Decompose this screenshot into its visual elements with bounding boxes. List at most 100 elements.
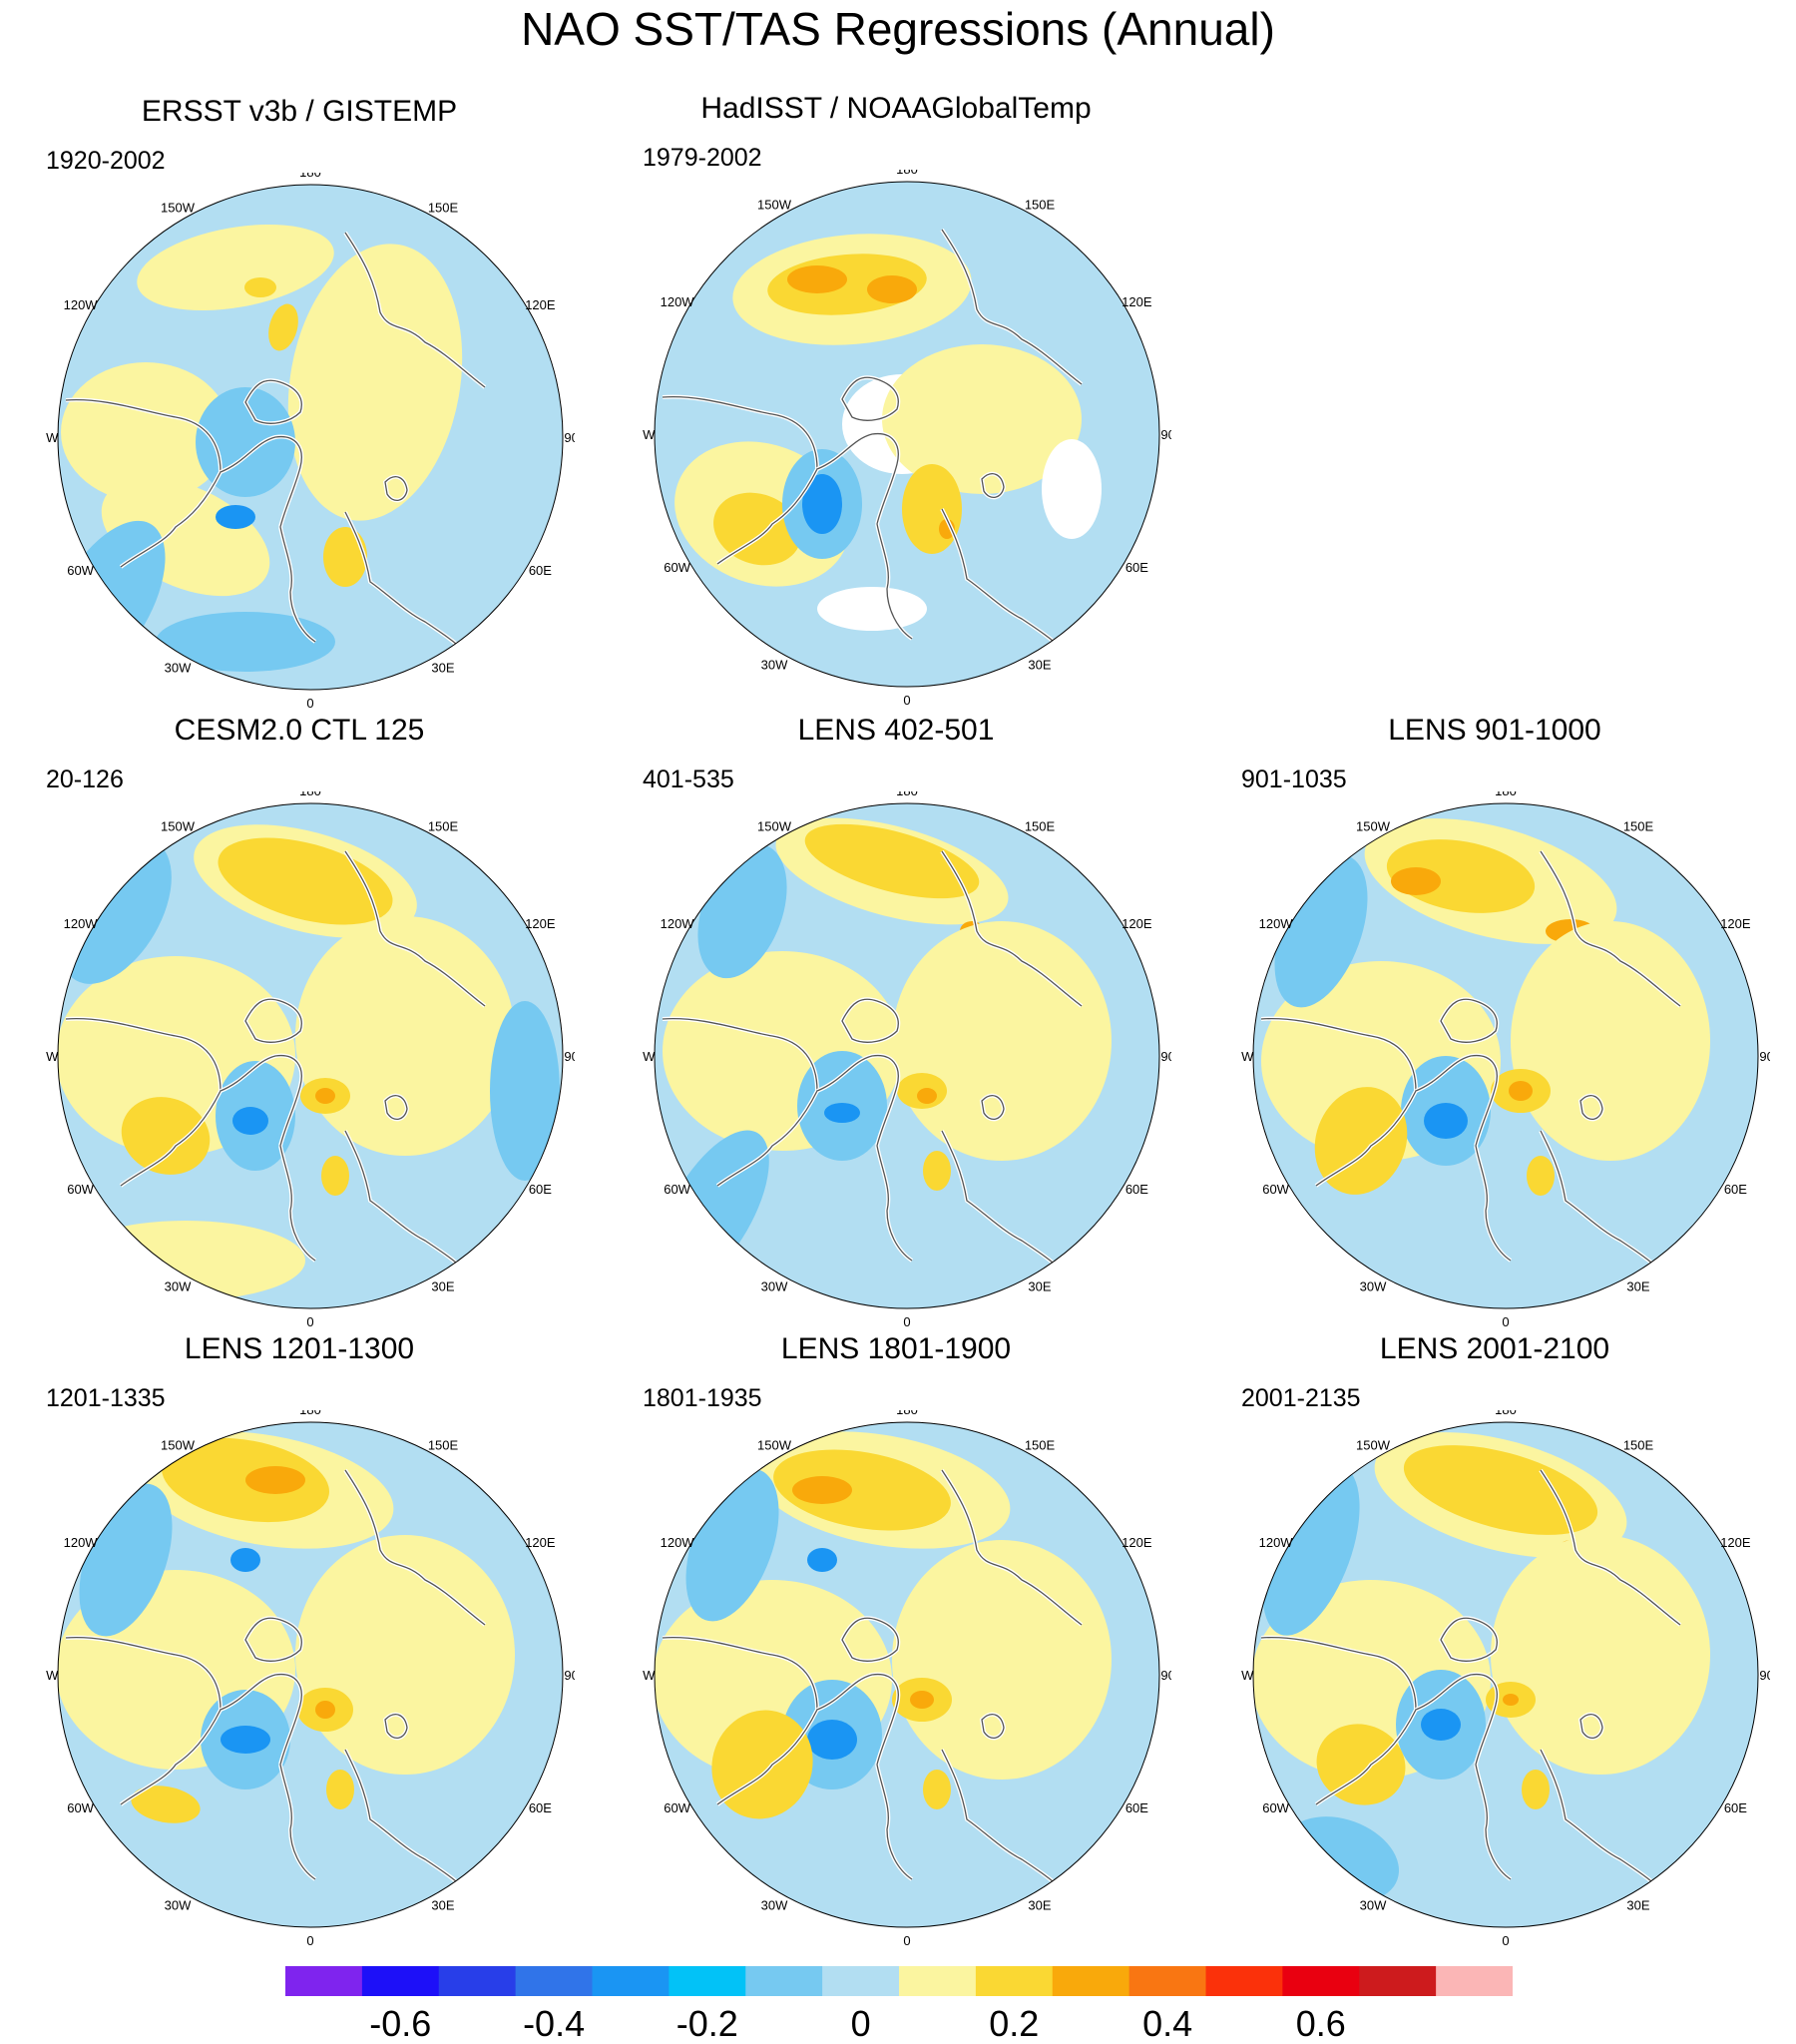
coastline xyxy=(941,1469,1083,1626)
longitude-label: 60E xyxy=(1125,560,1148,575)
contour-region xyxy=(817,587,927,631)
colorbar-swatch xyxy=(361,1966,440,1996)
contour-region xyxy=(1262,1464,1360,1636)
longitude-label: 180 xyxy=(299,1410,321,1417)
map-boundary xyxy=(57,802,564,1309)
coastline xyxy=(876,1764,913,1880)
polar-map: 180 150E 120E 90E 60E 30E 0 30W 60W 90W 120W 150W xyxy=(46,791,575,1329)
contour-region xyxy=(315,1088,335,1104)
map-boundary xyxy=(654,802,1160,1309)
coastline xyxy=(1540,850,1681,1007)
contour-region xyxy=(892,1540,1112,1780)
longitude-label: 150E xyxy=(1025,819,1056,834)
contour-region xyxy=(326,1770,354,1809)
contour-region xyxy=(910,1691,934,1709)
longitude-label: 60W xyxy=(67,563,94,578)
longitude-label: 60W xyxy=(664,1800,690,1815)
coastline xyxy=(1475,1764,1512,1880)
longitude-label: 150W xyxy=(161,201,196,216)
main-title: NAO SST/TAS Regressions (Annual) xyxy=(521,3,1275,55)
longitude-label: 180 xyxy=(896,1410,918,1417)
longitude-label: 90W xyxy=(46,430,59,445)
longitude-label: 60W xyxy=(1262,1800,1289,1815)
longitude-label: 30W xyxy=(761,657,788,672)
coastline xyxy=(1440,998,1498,1043)
contour-region xyxy=(221,1726,270,1754)
panel-period: 20-126 xyxy=(46,766,124,793)
longitude-label: 30W xyxy=(165,1897,192,1912)
coastline xyxy=(1475,1145,1512,1262)
coastline xyxy=(384,1714,408,1739)
longitude-label: 30E xyxy=(431,1278,454,1293)
contour-region xyxy=(1314,1087,1408,1195)
panel-title: ERSST v3b / GISTEMP xyxy=(141,95,458,128)
longitude-label: 150E xyxy=(1623,819,1654,834)
longitude-label: 30E xyxy=(1028,657,1051,672)
panel-title: LENS 1801-1900 xyxy=(780,1332,1012,1365)
map-panel: LENS 901-1000 901-1035 180 150E 120E 90E 60E… xyxy=(1195,714,1770,1329)
longitude-label: 60W xyxy=(67,1182,94,1197)
longitude-label: 90W xyxy=(46,1668,59,1683)
longitude-label: 150W xyxy=(757,1438,792,1453)
colorbar-label: -0.6 xyxy=(369,2003,431,2044)
coastline xyxy=(876,1145,913,1262)
contour-region xyxy=(1316,1724,1406,1805)
contour-region xyxy=(61,362,230,502)
coastline xyxy=(344,1130,466,1272)
map-boundary xyxy=(57,1421,564,1928)
coastline xyxy=(941,229,1083,385)
longitude-label: 60E xyxy=(1125,1182,1148,1197)
panel-title: HadISST / NOAAGlobalTemp xyxy=(700,92,1092,125)
longitude-label: 180 xyxy=(299,173,321,180)
contour-region xyxy=(1424,1103,1468,1139)
contour-region xyxy=(1509,1081,1533,1101)
contour-region xyxy=(787,265,847,293)
longitude-label: 90E xyxy=(1160,1668,1171,1683)
polar-map: 180 150E 120E 90E 60E 30E 0 30W 60W 90W 120W 150W xyxy=(643,791,1171,1329)
contour-region xyxy=(1503,1694,1519,1706)
longitude-label: 150E xyxy=(428,819,459,834)
coastline xyxy=(1540,1469,1681,1626)
coastline xyxy=(841,998,899,1043)
coastline xyxy=(1415,1054,1498,1147)
contour-region xyxy=(1491,1535,1710,1775)
coastline xyxy=(220,1673,302,1766)
longitude-label: 150E xyxy=(1025,198,1056,213)
longitude-label: 90E xyxy=(1759,1668,1770,1683)
contour-region xyxy=(268,303,298,351)
longitude-label: 60E xyxy=(529,1800,552,1815)
colorbar-swatch xyxy=(1282,1966,1360,1996)
longitude-label: 150E xyxy=(1025,1438,1056,1453)
panel-period: 1979-2002 xyxy=(643,144,762,172)
longitude-label: 150W xyxy=(161,1438,196,1453)
longitude-label: 30E xyxy=(1626,1897,1649,1912)
map-panel: LENS 402-501 401-535 180 150E 120E 90E 60E 30… xyxy=(597,714,1171,1329)
contour-region xyxy=(287,244,463,521)
longitude-label: 30E xyxy=(1028,1278,1051,1293)
contour-region xyxy=(867,275,917,303)
longitude-label: 150W xyxy=(1356,1438,1391,1453)
coastline xyxy=(344,850,486,1007)
longitude-label: 90W xyxy=(643,427,656,442)
longitude-label: 90E xyxy=(1160,427,1171,442)
contour-region xyxy=(807,1720,857,1760)
coastline xyxy=(1260,1636,1417,1805)
colorbar-label: 0.6 xyxy=(1296,2003,1346,2044)
longitude-label: 150E xyxy=(428,201,459,216)
coastline xyxy=(244,1617,302,1662)
longitude-label: 30W xyxy=(761,1897,788,1912)
polar-map: 180 150E 120E 90E 60E 30E 0 30W 60W 90W 120W 150W xyxy=(643,1410,1171,1948)
longitude-label: 180 xyxy=(896,791,918,798)
panel-title: LENS 1201-1300 xyxy=(184,1332,415,1365)
longitude-label: 0 xyxy=(306,1933,313,1948)
polar-map: 180 150E 120E 90E 60E 30E 0 30W 60W 90W 120W 150W xyxy=(643,170,1171,708)
longitude-label: 120E xyxy=(525,297,556,312)
contour-region xyxy=(792,1476,852,1504)
longitude-label: 30W xyxy=(1360,1897,1387,1912)
longitude-label: 90W xyxy=(1241,1668,1254,1683)
coastline xyxy=(279,1764,316,1880)
longitude-label: 120W xyxy=(661,916,695,931)
panel-period: 1201-1335 xyxy=(46,1384,166,1412)
colorbar-label: -0.2 xyxy=(676,2003,738,2044)
longitude-label: 60E xyxy=(1724,1800,1747,1815)
